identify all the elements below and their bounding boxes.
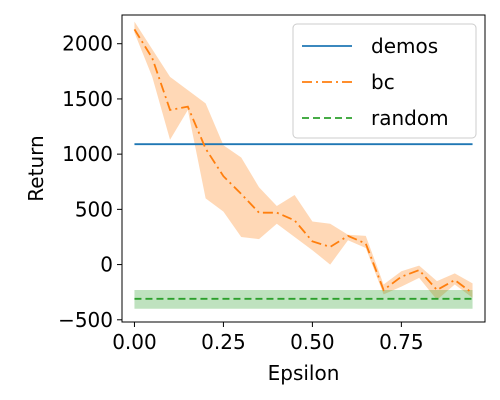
- y-tick-label: −500: [58, 308, 113, 332]
- x-tick-label: 0.75: [379, 330, 424, 354]
- y-axis-ticks: −500 0 500 1000 1500 2000: [58, 32, 122, 332]
- y-axis-label: Return: [24, 135, 48, 201]
- y-tick-label: 0: [100, 253, 113, 277]
- legend-label-demos: demos: [371, 34, 438, 58]
- y-tick-label: 1000: [62, 142, 113, 166]
- legend-label-random: random: [371, 106, 449, 130]
- legend-label-bc: bc: [371, 70, 395, 94]
- x-axis-label: Epsilon: [268, 361, 340, 385]
- y-tick-label: 2000: [62, 32, 113, 56]
- band-bc: [134, 21, 473, 300]
- line-bc: [133, 28, 474, 295]
- plot-frame: [121, 14, 486, 323]
- legend: demos bc random: [292, 23, 477, 139]
- x-tick-label: 0.00: [112, 330, 157, 354]
- y-tick-label: 1500: [62, 87, 113, 111]
- legend-box: [292, 23, 477, 139]
- x-tick-label: 0.25: [201, 330, 246, 354]
- x-axis-ticks: 0.00 0.25 0.50 0.75: [112, 322, 424, 354]
- series-lines: [133, 28, 474, 300]
- x-tick-label: 0.50: [290, 330, 335, 354]
- y-tick-label: 500: [75, 197, 113, 221]
